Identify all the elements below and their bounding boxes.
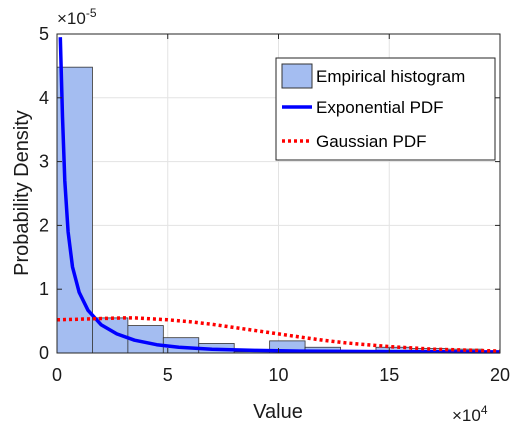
- y-tick-label: 0: [39, 343, 49, 363]
- legend-label-exponential: Exponential PDF: [316, 98, 444, 117]
- legend-label-gaussian: Gaussian PDF: [316, 132, 427, 151]
- gaussian-pdf-line: [56, 316, 501, 353]
- x-axis-title: Value: [253, 401, 303, 423]
- pdf-lines: [56, 37, 501, 354]
- legend: Empirical histogram Exponential PDF Gaus…: [275, 57, 496, 161]
- y-tick-label: 3: [39, 152, 49, 172]
- y-tick-label: 5: [39, 24, 49, 44]
- legend-swatch-histogram: [281, 63, 313, 89]
- x-multiplier: ×104: [452, 403, 488, 425]
- y-multiplier: ×10-5: [57, 6, 97, 28]
- x-tick-label: 5: [163, 365, 173, 385]
- x-tick-label: 10: [268, 365, 288, 385]
- legend-label-histogram: Empirical histogram: [316, 67, 465, 86]
- x-tick-label: 15: [379, 365, 399, 385]
- axis-ticks: 0 5 10 15 20 0 1 2 3 4 5: [39, 24, 510, 385]
- y-tick-label: 4: [39, 88, 49, 108]
- y-axis-title: Probability Density: [11, 110, 33, 276]
- x-tick-label: 0: [52, 365, 62, 385]
- x-tick-label: 20: [490, 365, 510, 385]
- y-tick-label: 1: [39, 279, 49, 299]
- y-tick-label: 2: [39, 215, 49, 235]
- exponential-pdf-line: [58, 37, 500, 354]
